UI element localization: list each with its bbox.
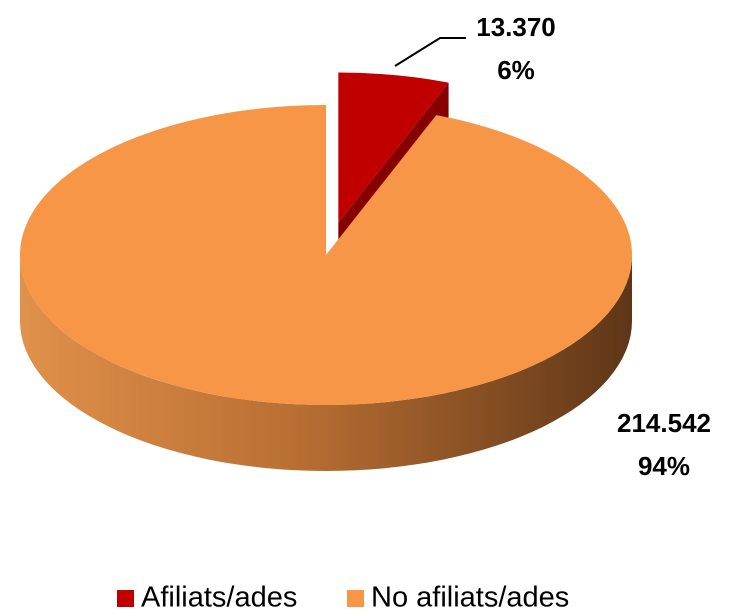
slice <box>338 72 449 223</box>
labels: 13.370 6% 214.542 94% <box>476 12 711 481</box>
leader-line <box>394 37 466 67</box>
percent-label: 94% <box>638 451 690 481</box>
legend: Afiliats/ades No afiliats/ades <box>117 582 569 614</box>
legend-swatch <box>347 590 364 607</box>
legend-label: Afiliats/ades <box>141 582 297 614</box>
slice-side <box>20 255 632 471</box>
value-label: 13.370 <box>476 12 556 42</box>
legend-label: No afiliats/ades <box>371 582 569 614</box>
percent-label: 6% <box>497 55 535 85</box>
value-label: 214.542 <box>617 408 711 438</box>
pie <box>19 72 632 471</box>
slice <box>19 105 632 405</box>
legend-swatch <box>117 590 134 607</box>
